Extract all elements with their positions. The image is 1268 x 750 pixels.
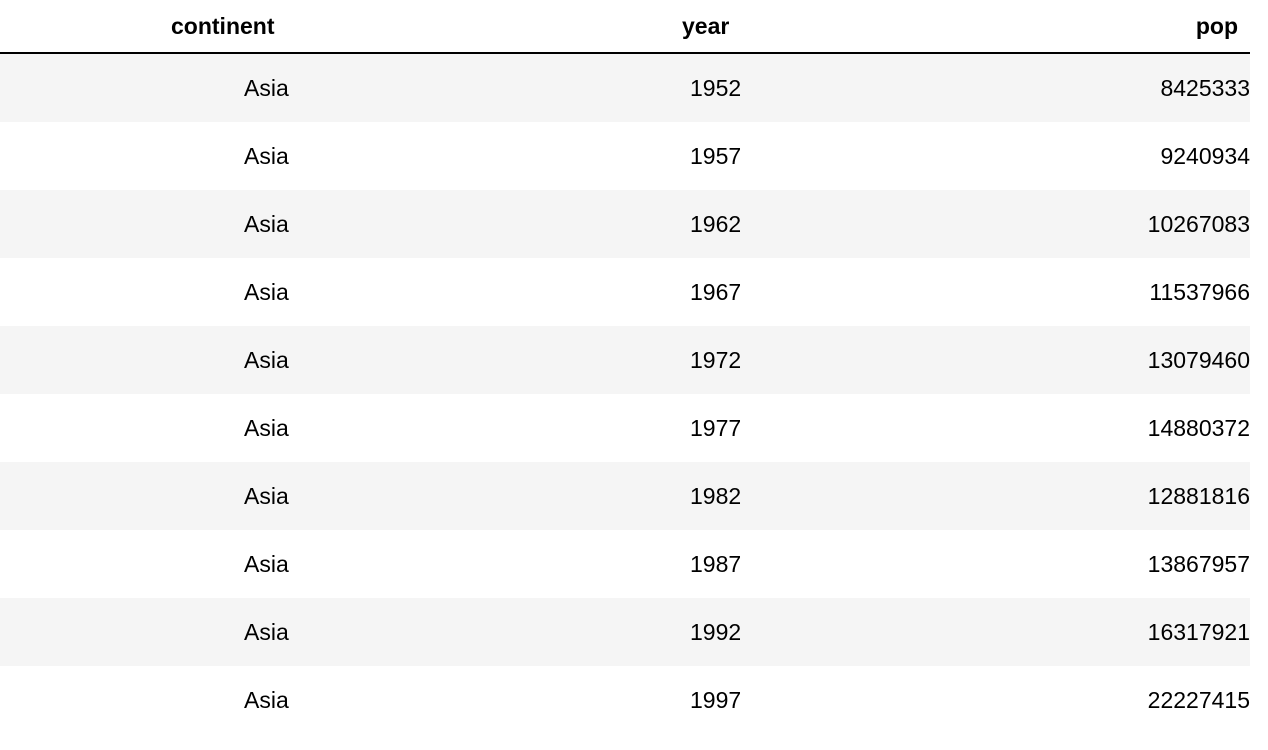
cell-year: 1967 bbox=[534, 258, 984, 326]
column-header-year: year bbox=[534, 0, 984, 53]
cell-continent: Asia bbox=[0, 326, 534, 394]
cell-year: 1957 bbox=[534, 122, 984, 190]
cell-pop: 8425333 bbox=[984, 53, 1250, 122]
table-row: Asia 1972 13079460 bbox=[0, 326, 1250, 394]
table-row: Asia 1962 10267083 bbox=[0, 190, 1250, 258]
table-row: Asia 1987 13867957 bbox=[0, 530, 1250, 598]
cell-continent: Asia bbox=[0, 462, 534, 530]
column-header-continent: continent bbox=[0, 0, 534, 53]
cell-year: 1982 bbox=[534, 462, 984, 530]
table-row: Asia 1977 14880372 bbox=[0, 394, 1250, 462]
cell-pop: 10267083 bbox=[984, 190, 1250, 258]
table-header: continent year pop bbox=[0, 0, 1250, 53]
cell-year: 1997 bbox=[534, 666, 984, 734]
table-row: Asia 1957 9240934 bbox=[0, 122, 1250, 190]
cell-pop: 13867957 bbox=[984, 530, 1250, 598]
data-table: continent year pop Asia 1952 8425333 Asi… bbox=[0, 0, 1250, 734]
table-body: Asia 1952 8425333 Asia 1957 9240934 Asia… bbox=[0, 53, 1250, 734]
cell-pop: 12881816 bbox=[984, 462, 1250, 530]
table-row: Asia 1952 8425333 bbox=[0, 53, 1250, 122]
cell-continent: Asia bbox=[0, 666, 534, 734]
table-row: Asia 1997 22227415 bbox=[0, 666, 1250, 734]
table-row: Asia 1982 12881816 bbox=[0, 462, 1250, 530]
header-row: continent year pop bbox=[0, 0, 1250, 53]
cell-continent: Asia bbox=[0, 190, 534, 258]
cell-pop: 11537966 bbox=[984, 258, 1250, 326]
cell-year: 1977 bbox=[534, 394, 984, 462]
cell-continent: Asia bbox=[0, 394, 534, 462]
cell-continent: Asia bbox=[0, 258, 534, 326]
cell-continent: Asia bbox=[0, 530, 534, 598]
cell-pop: 22227415 bbox=[984, 666, 1250, 734]
cell-pop: 9240934 bbox=[984, 122, 1250, 190]
table-row: Asia 1967 11537966 bbox=[0, 258, 1250, 326]
cell-continent: Asia bbox=[0, 598, 534, 666]
cell-continent: Asia bbox=[0, 122, 534, 190]
column-header-pop: pop bbox=[984, 0, 1250, 53]
table-row: Asia 1992 16317921 bbox=[0, 598, 1250, 666]
cell-pop: 16317921 bbox=[984, 598, 1250, 666]
data-table-container: continent year pop Asia 1952 8425333 Asi… bbox=[0, 0, 1250, 734]
cell-pop: 13079460 bbox=[984, 326, 1250, 394]
cell-year: 1962 bbox=[534, 190, 984, 258]
cell-year: 1987 bbox=[534, 530, 984, 598]
cell-year: 1952 bbox=[534, 53, 984, 122]
cell-year: 1972 bbox=[534, 326, 984, 394]
cell-continent: Asia bbox=[0, 53, 534, 122]
cell-year: 1992 bbox=[534, 598, 984, 666]
cell-pop: 14880372 bbox=[984, 394, 1250, 462]
